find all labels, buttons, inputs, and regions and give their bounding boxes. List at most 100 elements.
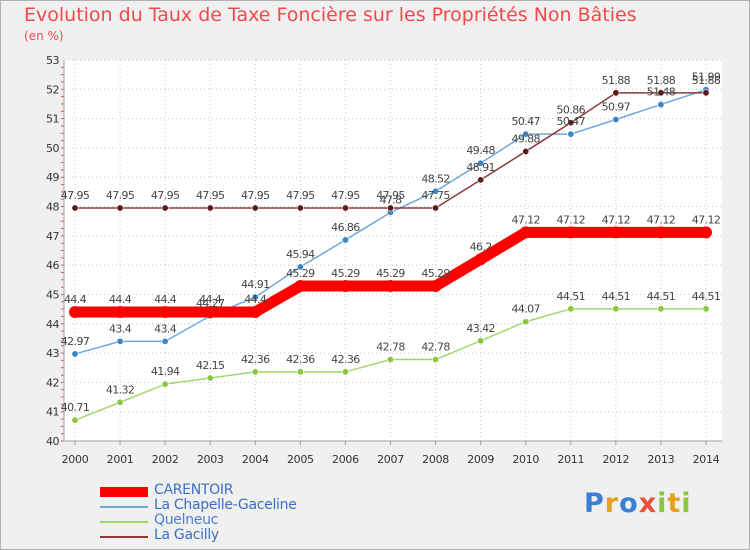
data-point (477, 159, 485, 167)
legend-label: CARENTOIR (154, 482, 234, 498)
data-label: 42.97 (61, 335, 90, 348)
data-label: 47.12 (511, 213, 540, 226)
x-tick-label: 2002 (152, 453, 179, 466)
data-label: 50.97 (602, 100, 631, 113)
data-label: 40.71 (61, 401, 90, 414)
data-point (116, 398, 124, 406)
data-point (161, 204, 169, 212)
data-point (429, 279, 442, 292)
y-tick-label: 52 (46, 83, 59, 96)
y-tick-label: 40 (46, 435, 59, 448)
plot-background (64, 60, 722, 441)
data-point (71, 204, 79, 212)
data-point (71, 416, 79, 424)
data-label: 47.95 (61, 189, 90, 202)
data-label: 47.95 (106, 189, 135, 202)
data-label: 48.91 (466, 161, 495, 174)
data-point (522, 130, 530, 138)
data-point (657, 305, 665, 313)
data-point (339, 279, 352, 292)
logo-letter: i (657, 488, 668, 519)
data-point (116, 204, 124, 212)
logo-letter: x (638, 488, 658, 519)
logo-letter: P (584, 488, 605, 519)
data-point (657, 89, 665, 97)
data-label: 44.51 (647, 290, 676, 303)
data-point (432, 187, 440, 195)
chart-title: Evolution du Taux de Taxe Foncière sur l… (24, 4, 637, 26)
data-point (612, 115, 620, 123)
data-point (612, 89, 620, 97)
data-point (477, 337, 485, 345)
data-label: 47.75 (421, 189, 450, 202)
x-tick-label: 2011 (557, 453, 584, 466)
x-tick-label: 2006 (332, 453, 359, 466)
data-point (522, 318, 530, 326)
legend-label: La Chapelle-Gaceline (154, 497, 297, 513)
data-point (204, 306, 217, 319)
data-label: 51.88 (647, 74, 676, 87)
data-point (567, 305, 575, 313)
data-label: 51.88 (602, 74, 631, 87)
y-tick-label: 53 (46, 54, 59, 67)
data-label: 47.12 (602, 213, 631, 226)
data-point (71, 350, 79, 358)
x-tick-label: 2009 (467, 453, 494, 466)
y-tick-label: 46 (46, 259, 59, 272)
data-label: 51.88 (692, 74, 721, 87)
data-label: 44.51 (692, 290, 721, 303)
data-point (522, 147, 530, 155)
data-label: 49.48 (466, 144, 495, 157)
y-tick-label: 49 (46, 171, 59, 184)
data-label: 47.95 (196, 189, 225, 202)
logo-letter: o (619, 488, 639, 519)
y-tick-label: 51 (46, 113, 59, 126)
x-tick-label: 2000 (62, 453, 89, 466)
data-label: 51.99 (692, 71, 721, 84)
legend-swatch (100, 521, 148, 523)
data-label: 47.12 (557, 213, 586, 226)
y-tick-label: 42 (46, 376, 59, 389)
data-point (474, 253, 487, 266)
data-label: 43.4 (109, 322, 132, 335)
data-label: 45.29 (286, 267, 315, 280)
data-label: 47.95 (151, 189, 180, 202)
data-point (612, 305, 620, 313)
data-point (567, 119, 575, 127)
data-point (564, 226, 577, 239)
data-point (251, 293, 259, 301)
legend-swatch (100, 506, 148, 508)
data-point (477, 176, 485, 184)
x-tick-label: 2008 (422, 453, 449, 466)
x-tick-label: 2013 (648, 453, 675, 466)
data-label: 45.29 (376, 267, 405, 280)
data-label: 44.27 (196, 297, 225, 310)
data-label: 49.88 (511, 132, 540, 145)
data-label: 45.94 (286, 248, 315, 261)
y-tick-label: 41 (46, 406, 59, 419)
y-tick-label: 44 (46, 318, 59, 331)
data-point (341, 236, 349, 244)
data-point (161, 380, 169, 388)
legend-swatch (100, 536, 148, 538)
data-point (251, 368, 259, 376)
logo-letter: r (604, 488, 620, 519)
data-point (609, 226, 622, 239)
data-point (657, 101, 665, 109)
data-point (251, 204, 259, 212)
data-label: 47.95 (376, 189, 405, 202)
data-point (702, 305, 710, 313)
data-point (114, 306, 127, 319)
x-tick-label: 2012 (602, 453, 629, 466)
data-label: 47.95 (241, 189, 270, 202)
data-label: 44.51 (557, 290, 586, 303)
data-point (161, 337, 169, 345)
data-label: 44.4 (154, 293, 177, 306)
data-label: 44.4 (244, 293, 267, 306)
data-label: 44.91 (241, 278, 270, 291)
data-label: 44.4 (109, 293, 132, 306)
x-tick-label: 2014 (693, 453, 720, 466)
data-label: 45.29 (331, 267, 360, 280)
data-point (654, 226, 667, 239)
